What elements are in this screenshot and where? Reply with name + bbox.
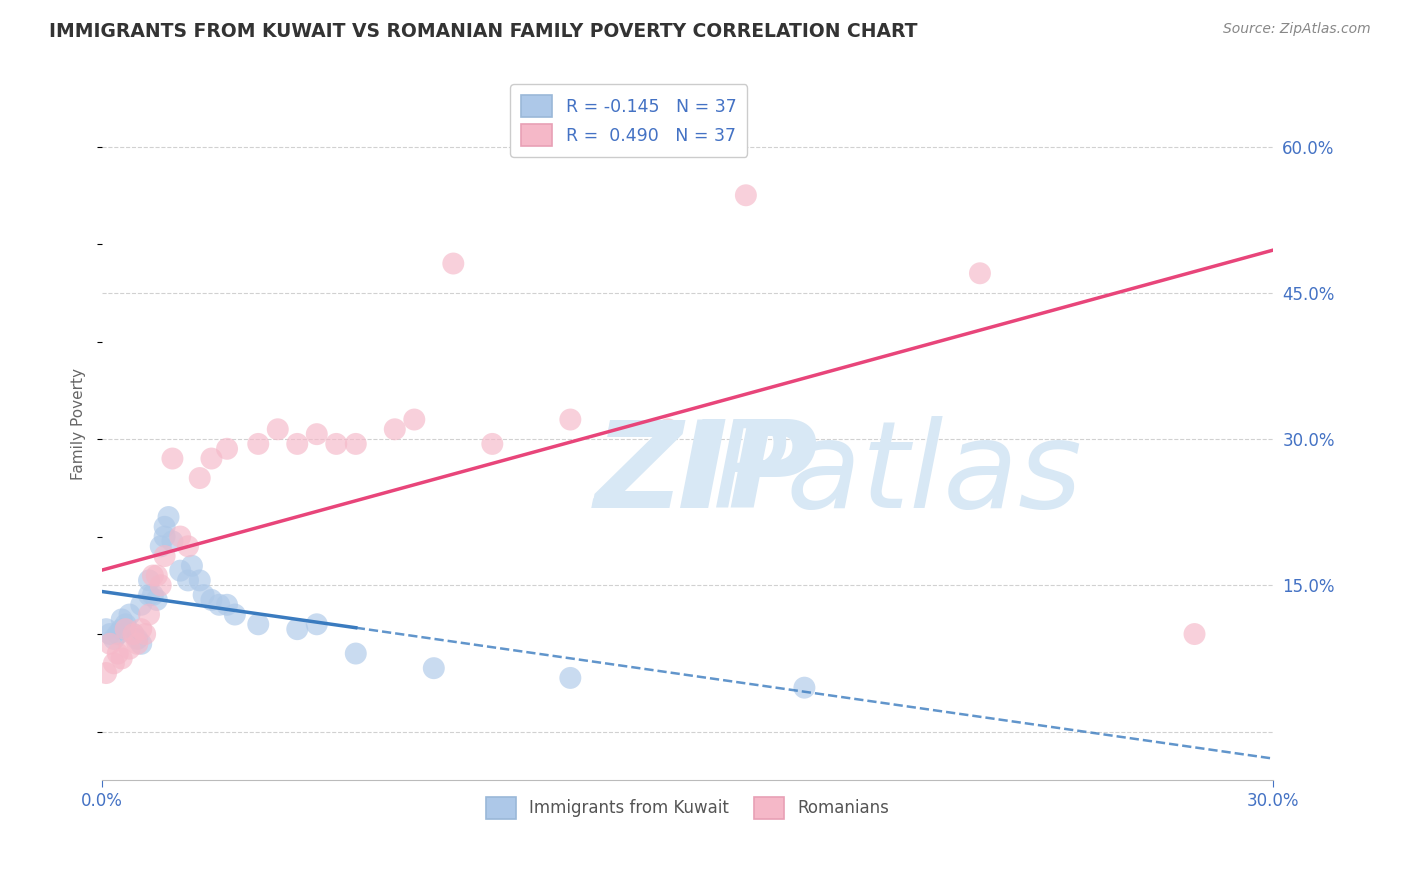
Text: ZIPatlas: ZIPatlas: [593, 416, 1083, 533]
Point: [481, 437, 503, 451]
Point: [134, 627, 156, 641]
Point: [181, 558, 204, 573]
Point: [177, 539, 200, 553]
Point: [969, 266, 991, 280]
Point: [188, 471, 211, 485]
Point: [247, 437, 270, 451]
Point: [138, 588, 160, 602]
Point: [138, 574, 160, 588]
Point: [285, 437, 308, 451]
Point: [344, 647, 367, 661]
Text: Source: ZipAtlas.com: Source: ZipAtlas.com: [1223, 22, 1371, 37]
Text: IMMIGRANTS FROM KUWAIT VS ROMANIAN FAMILY POVERTY CORRELATION CHART: IMMIGRANTS FROM KUWAIT VS ROMANIAN FAMIL…: [49, 22, 918, 41]
Point: [793, 681, 815, 695]
Point: [98, 627, 121, 641]
Point: [114, 617, 136, 632]
Y-axis label: Family Poverty: Family Poverty: [72, 368, 86, 481]
Point: [208, 598, 231, 612]
Point: [305, 617, 328, 632]
Point: [103, 657, 125, 671]
Point: [138, 607, 160, 622]
Point: [129, 637, 152, 651]
Point: [146, 593, 169, 607]
Point: [267, 422, 290, 436]
Point: [224, 607, 246, 622]
Point: [177, 574, 200, 588]
Point: [169, 564, 191, 578]
Point: [129, 622, 152, 636]
Point: [107, 627, 129, 641]
Point: [153, 520, 176, 534]
Point: [153, 530, 176, 544]
Point: [441, 256, 464, 270]
Point: [142, 588, 165, 602]
Point: [560, 412, 582, 426]
Point: [149, 539, 172, 553]
Point: [149, 578, 172, 592]
Point: [94, 666, 117, 681]
Point: [1184, 627, 1206, 641]
Point: [193, 588, 215, 602]
Point: [169, 530, 191, 544]
Point: [103, 632, 125, 646]
Point: [107, 647, 129, 661]
Point: [118, 641, 141, 656]
Point: [111, 622, 134, 636]
Point: [94, 622, 117, 636]
Point: [200, 593, 222, 607]
Point: [114, 622, 136, 636]
Point: [127, 632, 149, 646]
Point: [305, 427, 328, 442]
Point: [162, 534, 184, 549]
Point: [325, 437, 347, 451]
Point: [111, 612, 134, 626]
Point: [215, 442, 238, 456]
Point: [384, 422, 406, 436]
Point: [142, 568, 165, 582]
Point: [146, 568, 169, 582]
Point: [285, 622, 308, 636]
Point: [247, 617, 270, 632]
Point: [657, 422, 679, 436]
Point: [162, 451, 184, 466]
Point: [118, 607, 141, 622]
Point: [157, 510, 180, 524]
Point: [127, 637, 149, 651]
Point: [423, 661, 446, 675]
Point: [111, 651, 134, 665]
Point: [735, 188, 758, 202]
Point: [560, 671, 582, 685]
Point: [215, 598, 238, 612]
Point: [122, 627, 145, 641]
Point: [344, 437, 367, 451]
Point: [129, 598, 152, 612]
Point: [404, 412, 426, 426]
Point: [188, 574, 211, 588]
Legend: Immigrants from Kuwait, Romanians: Immigrants from Kuwait, Romanians: [479, 790, 896, 825]
Point: [153, 549, 176, 563]
Point: [200, 451, 222, 466]
Point: [98, 637, 121, 651]
Point: [122, 627, 145, 641]
Text: ZIP: ZIP: [593, 416, 817, 533]
